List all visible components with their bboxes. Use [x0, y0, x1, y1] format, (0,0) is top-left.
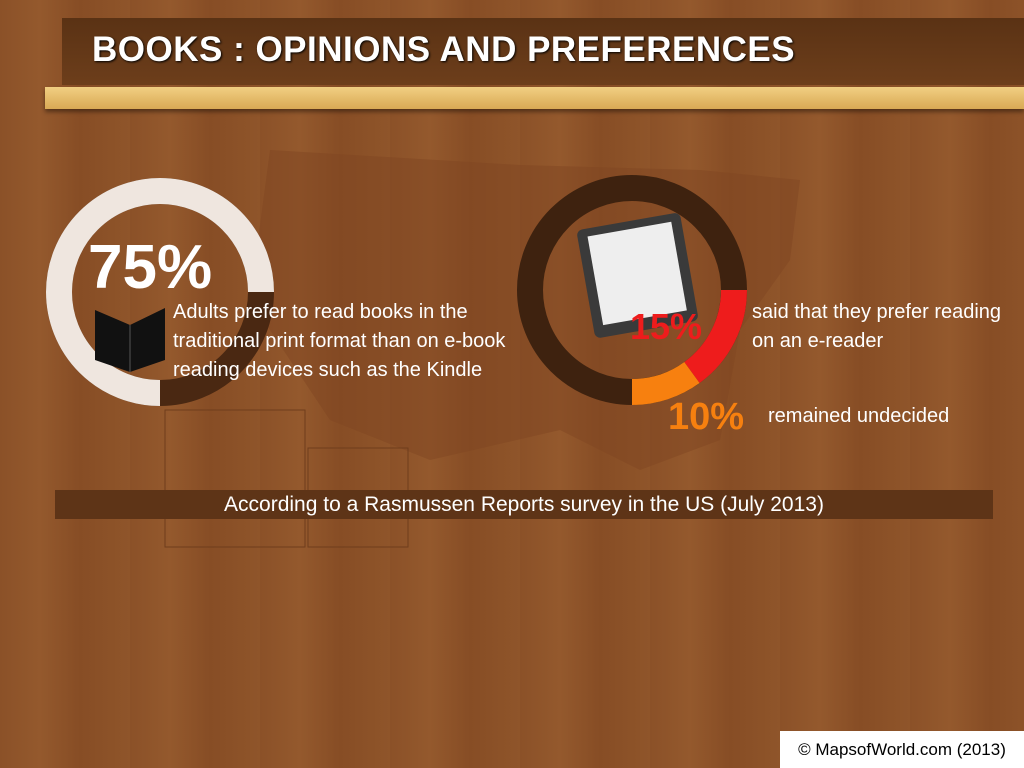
source: According to a Rasmussen Reports survey … [224, 493, 824, 516]
credit: © MapsofWorld.com (2013) [780, 731, 1024, 768]
ereader-icon [577, 213, 698, 338]
stat-label: 75% [88, 233, 213, 302]
book-icon [95, 308, 165, 372]
source-band [55, 490, 993, 519]
ring-segment [683, 289, 747, 384]
shelf [45, 87, 1024, 109]
header-bar [62, 18, 1024, 85]
stat-label: 15% [630, 306, 703, 347]
stat-text: remained undecided [768, 405, 950, 427]
stat-label: 10% [668, 396, 745, 438]
ring-segment [631, 361, 700, 405]
ring-segment [46, 178, 274, 406]
title: BOOKS : OPINIONS AND PREFERENCES [92, 30, 796, 69]
stat-text: said that they prefer reading on an e-re… [752, 301, 1002, 352]
stat-text: Adults prefer to read books in the tradi… [173, 301, 506, 381]
